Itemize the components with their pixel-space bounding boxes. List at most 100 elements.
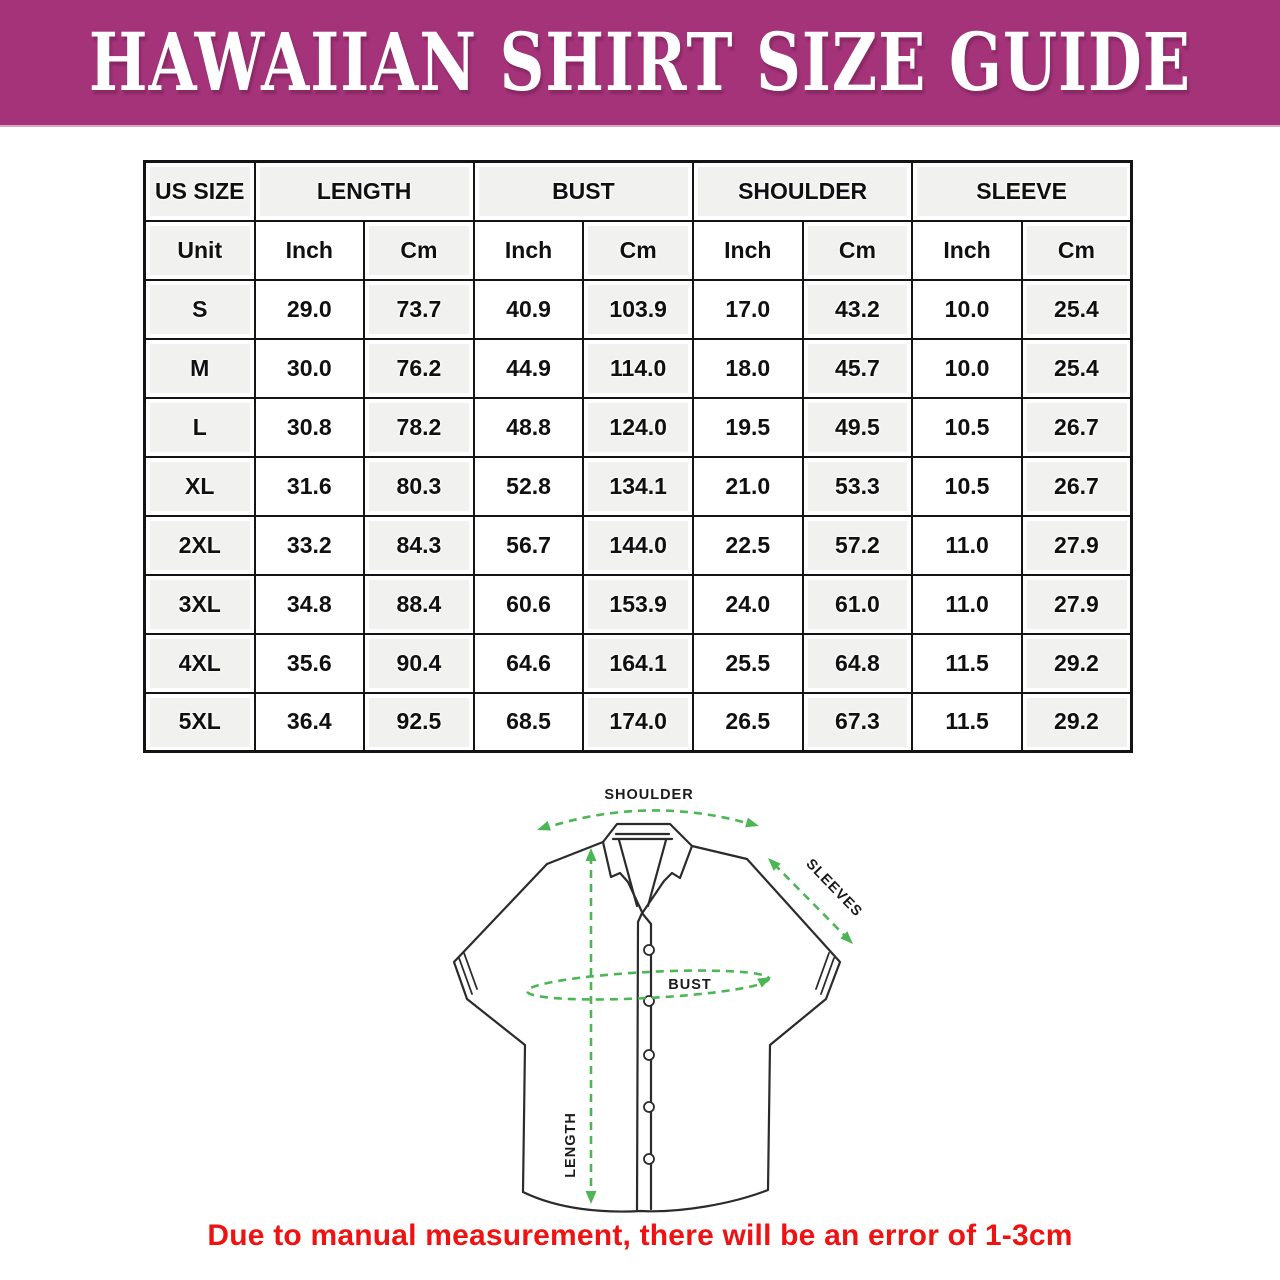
unit-cell: Inch xyxy=(911,219,1023,281)
measurement-cell: 73.7 xyxy=(363,278,475,340)
measurement-cell: 26.7 xyxy=(1020,396,1133,458)
measurement-cell: 64.6 xyxy=(472,632,585,694)
measurement-cell: 26.5 xyxy=(692,691,804,753)
measurement-cell: 31.6 xyxy=(253,455,366,517)
measurement-cell: 26.7 xyxy=(1020,455,1133,517)
measurement-cell: 53.3 xyxy=(801,455,914,517)
measurement-cell: 18.0 xyxy=(692,337,804,399)
measurement-cell: 11.0 xyxy=(911,514,1023,576)
bust-label: BUST xyxy=(668,977,711,993)
unit-header-row: Unit Inch Cm Inch Cm Inch Cm Inch Cm xyxy=(143,219,1133,281)
measurement-cell: 68.5 xyxy=(472,691,585,753)
measurement-cell: 35.6 xyxy=(253,632,366,694)
size-row-5xl: 5XL 36.4 92.5 68.5 174.0 26.5 67.3 11.5 29.2 xyxy=(143,691,1133,753)
size-row-l: L 30.8 78.2 48.8 124.0 19.5 49.5 10.5 26.7 xyxy=(143,396,1133,458)
measurement-cell: 124.0 xyxy=(582,396,694,458)
measurement-cell: 19.5 xyxy=(692,396,804,458)
button xyxy=(643,1101,655,1113)
button xyxy=(643,995,655,1007)
button xyxy=(643,944,655,956)
measurement-cell: 36.4 xyxy=(253,691,366,753)
size-row-m: M 30.0 76.2 44.9 114.0 18.0 45.7 10.0 25.4 xyxy=(143,337,1133,399)
size-row-3xl: 3XL 34.8 88.4 60.6 153.9 24.0 61.0 11.0 27.9 xyxy=(143,573,1133,635)
measurement-cell: 44.9 xyxy=(472,337,585,399)
measurement-cell: 11.5 xyxy=(911,691,1023,753)
size-label: 4XL xyxy=(143,632,256,694)
right-collar-inner-line xyxy=(646,838,668,908)
size-label: S xyxy=(143,278,256,340)
measurement-cell: 29.2 xyxy=(1020,632,1133,694)
measurement-cell: 114.0 xyxy=(582,337,694,399)
measurement-cell: 174.0 xyxy=(582,691,694,753)
sleeves-label: SLEEVES xyxy=(802,856,865,920)
measurement-cell: 45.7 xyxy=(801,337,914,399)
measurement-cell: 48.8 xyxy=(472,396,585,458)
size-row-s: S 29.0 73.7 40.9 103.9 17.0 43.2 10.0 25.4 xyxy=(143,278,1133,340)
measurement-cell: 30.8 xyxy=(253,396,366,458)
shoulder-arrowhead-right xyxy=(745,817,759,828)
measurement-cell: 29.2 xyxy=(1020,691,1133,753)
size-label: XL xyxy=(143,455,256,517)
collar-band-lines xyxy=(611,832,674,841)
col-group-shoulder: SHOULDER xyxy=(691,160,914,222)
unit-cell: Cm xyxy=(801,219,914,281)
unit-cell: Inch xyxy=(692,219,804,281)
measurement-cell: 88.4 xyxy=(363,573,475,635)
unit-cell: Cm xyxy=(582,219,694,281)
measure-arrowheads xyxy=(537,817,853,1204)
measurement-cell: 57.2 xyxy=(801,514,914,576)
shoulder-label: SHOULDER xyxy=(604,787,693,803)
group-header-row: US SIZE LENGTH BUST SHOULDER SLEEVE xyxy=(143,160,1133,222)
size-table-body: Unit Inch Cm Inch Cm Inch Cm Inch Cm S 29.0 73.7 40.… xyxy=(143,219,1133,753)
unit-cell: Cm xyxy=(363,219,475,281)
measurement-cell: 61.0 xyxy=(801,573,914,635)
shirt-outline xyxy=(452,822,842,1213)
button xyxy=(643,1153,655,1165)
page-title: HAWAIIAN SHIRT SIZE GUIDE xyxy=(88,15,1192,110)
measurement-error-note: Due to manual measurement, there will be… xyxy=(207,1219,1073,1252)
measurement-cell: 153.9 xyxy=(582,573,694,635)
measurement-cell: 10.0 xyxy=(911,337,1023,399)
unit-cell: Cm xyxy=(1020,219,1133,281)
sleeves-measure-line xyxy=(773,863,848,939)
measurement-cell: 78.2 xyxy=(363,396,475,458)
button xyxy=(643,1049,655,1061)
measurement-cell: 34.8 xyxy=(253,573,366,635)
length-arrowhead-top xyxy=(585,848,597,861)
measurement-cell: 49.5 xyxy=(801,396,914,458)
col-group-bust: BUST xyxy=(472,160,695,222)
measurement-cell: 56.7 xyxy=(472,514,585,576)
size-label: 5XL xyxy=(143,691,256,753)
right-collar-lapel-line xyxy=(641,844,694,914)
measurement-cell: 60.6 xyxy=(472,573,585,635)
size-label: L xyxy=(143,396,256,458)
measurement-cell: 84.3 xyxy=(363,514,475,576)
measurement-cell: 103.9 xyxy=(582,278,694,340)
unit-row-label: Unit xyxy=(143,219,256,281)
measurement-cell: 10.5 xyxy=(911,455,1023,517)
size-row-2xl: 2XL 33.2 84.3 56.7 144.0 22.5 57.2 11.0 27.9 xyxy=(143,514,1133,576)
shirt-body-outline xyxy=(452,822,842,1213)
measurement-cell: 164.1 xyxy=(582,632,694,694)
shirt-measurement-diagram: SHOULDER SLEEVES BUST LENGTH xyxy=(452,785,868,1213)
shoulder-measure-arc xyxy=(541,809,755,831)
measurement-cell: 27.9 xyxy=(1020,573,1133,635)
sleeves-arrowhead-bottom xyxy=(840,931,853,944)
measurement-cell: 92.5 xyxy=(363,691,475,753)
left-collar-inner-line xyxy=(617,838,639,908)
measurement-cell: 17.0 xyxy=(692,278,804,340)
measurement-cell: 24.0 xyxy=(692,573,804,635)
measurement-cell: 29.0 xyxy=(253,278,366,340)
measurement-cell: 21.0 xyxy=(692,455,804,517)
measurement-cell: 67.3 xyxy=(801,691,914,753)
measurement-cell: 11.5 xyxy=(911,632,1023,694)
col-group-sleeve: SLEEVE xyxy=(911,160,1133,222)
measurement-cell: 144.0 xyxy=(582,514,694,576)
measurement-cell: 25.4 xyxy=(1020,337,1133,399)
size-label: 3XL xyxy=(143,573,256,635)
shoulder-arrowhead-left xyxy=(537,821,551,831)
shirt-buttons xyxy=(643,944,655,1165)
measurement-cell: 52.8 xyxy=(472,455,585,517)
banner: HAWAIIAN SHIRT SIZE GUIDE xyxy=(0,0,1280,127)
